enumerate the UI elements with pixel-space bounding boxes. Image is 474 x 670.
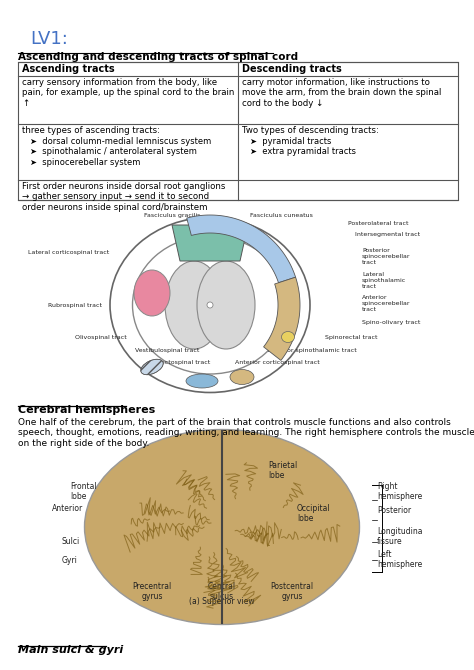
Text: Spinorectal tract: Spinorectal tract	[325, 335, 377, 340]
Text: carry motor information, like instructions to
move the arm, from the brain down : carry motor information, like instructio…	[242, 78, 441, 108]
Text: Left
hemisphere: Left hemisphere	[377, 550, 422, 570]
Text: One half of the cerebrum, the part of the brain that controls muscle functions a: One half of the cerebrum, the part of th…	[18, 418, 474, 448]
Text: Anterior corticospinal tract: Anterior corticospinal tract	[235, 360, 320, 365]
Text: Precentral
gyrus: Precentral gyrus	[132, 582, 172, 602]
Text: Intersegmental tract: Intersegmental tract	[355, 232, 420, 237]
Text: Anterior spinothalamic tract: Anterior spinothalamic tract	[268, 348, 357, 353]
Text: Main sulci & gyri: Main sulci & gyri	[18, 645, 123, 655]
Ellipse shape	[110, 218, 310, 393]
Text: Posterior: Posterior	[377, 506, 411, 515]
Ellipse shape	[134, 270, 170, 316]
Text: Postcentral
gyrus: Postcentral gyrus	[271, 582, 314, 602]
Text: Olivospinal tract: Olivospinal tract	[75, 335, 127, 340]
Text: Parietal
lobe: Parietal lobe	[268, 461, 297, 480]
Text: Lateral corticospinal tract: Lateral corticospinal tract	[28, 250, 109, 255]
Text: Fasciculus cuneatus: Fasciculus cuneatus	[250, 213, 313, 218]
Text: Right
hemisphere: Right hemisphere	[377, 482, 422, 501]
Text: (a) Superior view: (a) Superior view	[189, 597, 255, 606]
Text: Two types of descending tracts:: Two types of descending tracts:	[242, 126, 379, 135]
Text: three types of ascending tracts:: three types of ascending tracts:	[22, 126, 160, 135]
Ellipse shape	[141, 359, 163, 375]
Bar	[18, 62, 458, 200]
Text: Lateral
spinothalamic
tract: Lateral spinothalamic tract	[362, 272, 406, 289]
Ellipse shape	[197, 261, 255, 349]
Text: LV1:: LV1:	[30, 30, 68, 48]
Text: Frontal
lobe: Frontal lobe	[70, 482, 97, 501]
Polygon shape	[172, 225, 248, 261]
Text: Ascending and descending tracts of spinal cord: Ascending and descending tracts of spina…	[18, 52, 298, 62]
Polygon shape	[187, 215, 296, 283]
Ellipse shape	[186, 374, 218, 388]
Ellipse shape	[282, 332, 294, 342]
Text: Posterolateral tract: Posterolateral tract	[348, 221, 409, 226]
Text: Spino-olivary tract: Spino-olivary tract	[362, 320, 420, 325]
Text: carry sensory information from the body, like
pain, for example, up the spinal c: carry sensory information from the body,…	[22, 78, 234, 108]
Text: Rubrospinal tract: Rubrospinal tract	[48, 303, 102, 308]
Text: ➤  dorsal column-medial lemniscus system
➤  spinothalamic / anterolateral system: ➤ dorsal column-medial lemniscus system …	[30, 137, 211, 167]
Text: Descending tracts: Descending tracts	[242, 64, 342, 74]
Text: Posterior
spinocerebellar
tract: Posterior spinocerebellar tract	[362, 248, 410, 265]
Polygon shape	[264, 277, 300, 360]
Text: Fasciculus gracilis: Fasciculus gracilis	[144, 213, 200, 218]
Ellipse shape	[84, 429, 359, 624]
Text: Gyri: Gyri	[62, 556, 78, 565]
Text: Cerebral hemispheres: Cerebral hemispheres	[18, 405, 155, 415]
Text: Ascending tracts: Ascending tracts	[22, 64, 115, 74]
Text: Tectospinal tract: Tectospinal tract	[158, 360, 210, 365]
Text: Central
sulcus: Central sulcus	[208, 582, 236, 602]
Text: Vestibulospinal tract: Vestibulospinal tract	[135, 348, 200, 353]
Text: ➤  pyramidal tracts
➤  extra pyramidal tracts: ➤ pyramidal tracts ➤ extra pyramidal tra…	[250, 137, 356, 156]
Text: Anterior
spinocerebellar
tract: Anterior spinocerebellar tract	[362, 295, 410, 312]
Ellipse shape	[165, 261, 223, 349]
Text: Longitudina
fissure: Longitudina fissure	[377, 527, 422, 547]
Text: Occipital
lobe: Occipital lobe	[297, 504, 331, 523]
Text: First order neurons inside dorsal root ganglions
→ gather sensory input → send i: First order neurons inside dorsal root g…	[22, 182, 225, 212]
Text: Anterior: Anterior	[52, 504, 83, 513]
Ellipse shape	[133, 236, 288, 374]
Ellipse shape	[207, 302, 213, 308]
Ellipse shape	[230, 369, 254, 385]
Text: Sulci: Sulci	[62, 537, 80, 546]
